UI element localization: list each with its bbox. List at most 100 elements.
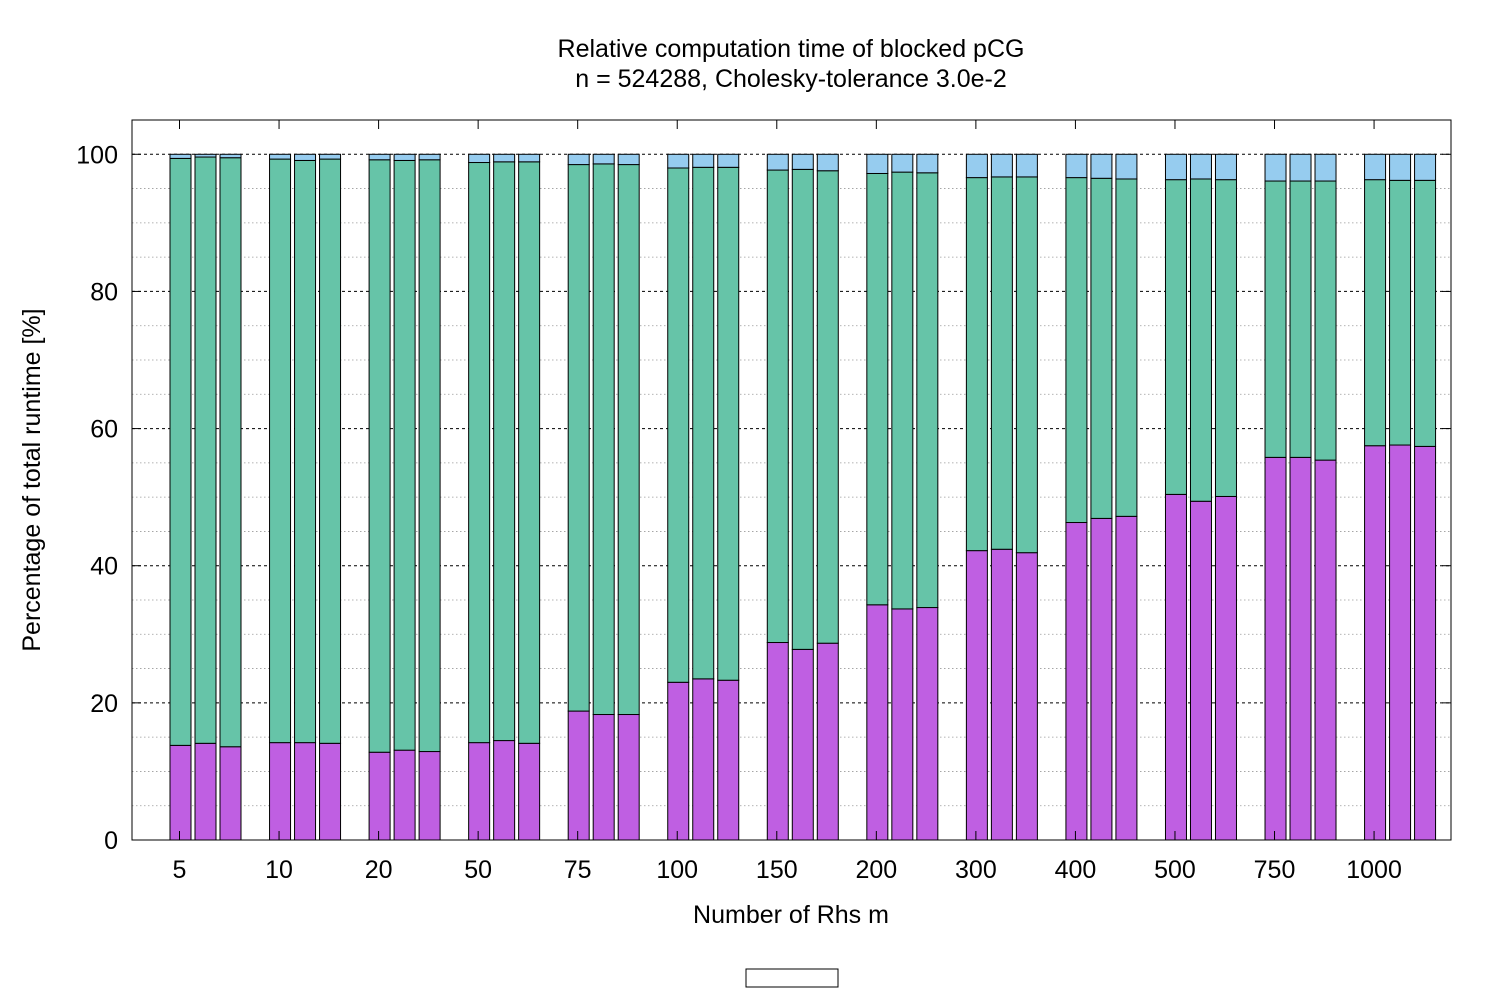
bar-segment-bottom xyxy=(667,681,690,841)
bar-segment-bottom xyxy=(319,742,342,841)
x-tick-label: 300 xyxy=(955,856,997,884)
bar-segment-top xyxy=(169,153,192,159)
bar-segment-top xyxy=(990,153,1013,178)
bar-segment-middle xyxy=(169,157,192,746)
bar-segment-bottom xyxy=(717,679,740,841)
bar-segment-top xyxy=(468,153,491,164)
bar-segment-top xyxy=(1389,153,1412,181)
bar-segment-top xyxy=(1264,153,1287,182)
bar-segment-bottom xyxy=(766,642,789,841)
bar-segment-top xyxy=(319,153,342,160)
x-tick-label: 150 xyxy=(756,856,798,884)
bar-segment-bottom xyxy=(169,744,192,841)
bar-segment-middle xyxy=(567,164,590,712)
bar-segment-bottom xyxy=(219,746,242,841)
bar-segment-top xyxy=(219,153,242,159)
x-tick-label: 400 xyxy=(1055,856,1097,884)
bar-segment-bottom xyxy=(1314,459,1337,841)
bar-segment-top xyxy=(1015,153,1038,178)
bar-segment-middle xyxy=(294,159,317,744)
bar-segment-bottom xyxy=(1189,500,1212,841)
bar-segment-top xyxy=(493,153,516,163)
bar-segment-top xyxy=(518,153,541,163)
bar-segment-top xyxy=(1214,153,1237,181)
bar-segment-bottom xyxy=(891,608,914,841)
bar-segment-top xyxy=(418,153,441,161)
bar-segment-bottom xyxy=(368,751,391,841)
bar-segment-middle xyxy=(1214,179,1237,497)
bar-segment-top xyxy=(667,153,690,169)
bar-segment-middle xyxy=(518,161,541,744)
x-tick-label: 5 xyxy=(173,856,187,884)
bar-segment-bottom xyxy=(1015,552,1038,841)
chart-title: Relative computation time of blocked pCG xyxy=(558,35,1025,63)
bar-segment-bottom xyxy=(493,740,516,841)
bar-segment-middle xyxy=(791,168,814,650)
bar-segment-top xyxy=(368,153,391,161)
bar-segment-bottom xyxy=(1414,445,1437,841)
bar-segment-middle xyxy=(692,166,715,680)
bar-segment-top xyxy=(393,153,416,161)
bar-segment-bottom xyxy=(567,710,590,841)
bar-segment-bottom xyxy=(518,742,541,841)
bar-segment-bottom xyxy=(1065,522,1088,841)
bar-segment-top xyxy=(816,153,839,172)
bar-segment-top xyxy=(1414,153,1437,181)
y-tick-label: 60 xyxy=(90,416,118,444)
x-tick-label: 750 xyxy=(1254,856,1296,884)
bar-segment-middle xyxy=(766,169,789,644)
bar-segment-bottom xyxy=(990,548,1013,841)
bar-segment-bottom xyxy=(1214,495,1237,841)
bar-segment-top xyxy=(294,153,317,161)
bar-segment-top xyxy=(1164,153,1187,181)
bar-segment-middle xyxy=(393,159,416,751)
bar-segment-bottom xyxy=(592,714,615,841)
bar-segment-top xyxy=(766,153,789,171)
y-tick-label: 20 xyxy=(90,690,118,718)
bar-segment-bottom xyxy=(965,550,988,841)
bar-segment-middle xyxy=(319,158,342,744)
bar-segment-middle xyxy=(866,172,889,606)
bar-segment-middle xyxy=(1090,177,1113,519)
bar-segment-top xyxy=(891,153,914,173)
bar-segment-middle xyxy=(1015,176,1038,554)
bar-segment-bottom xyxy=(269,742,292,841)
bar-segment-middle xyxy=(194,156,217,744)
bar-segment-bottom xyxy=(294,742,317,841)
legend-box xyxy=(745,968,839,988)
bar-segment-bottom xyxy=(1115,515,1138,841)
bar-segment-middle xyxy=(1389,179,1412,446)
bar-segment-middle xyxy=(1289,180,1312,458)
bar-segment-top xyxy=(1115,153,1138,180)
bar-segment-middle xyxy=(1115,178,1138,517)
bar-segment-middle xyxy=(1364,179,1387,447)
bar-segment-top xyxy=(1364,153,1387,181)
bar-segment-top xyxy=(1189,153,1212,180)
bar-segment-bottom xyxy=(1264,456,1287,841)
bar-segment-top xyxy=(866,153,889,174)
bar-segment-middle xyxy=(717,166,740,681)
bar-segment-middle xyxy=(1189,178,1212,502)
bar-segment-middle xyxy=(1414,179,1437,447)
bar-segment-middle xyxy=(990,176,1013,550)
bar-segment-top xyxy=(592,153,615,165)
x-tick-label: 20 xyxy=(365,856,393,884)
bar-segment-bottom xyxy=(468,742,491,841)
y-tick-label: 100 xyxy=(76,141,118,169)
bar-segment-bottom xyxy=(418,751,441,841)
bar-segment-bottom xyxy=(1364,445,1387,841)
bar-segment-bottom xyxy=(617,714,640,841)
bar-segment-middle xyxy=(368,159,391,753)
bar-segment-top xyxy=(916,153,939,174)
bar-segment-middle xyxy=(816,170,839,644)
bar-segment-middle xyxy=(1264,180,1287,458)
bar-segment-middle xyxy=(468,162,491,744)
bar-segment-top xyxy=(194,153,217,158)
bar-segment-middle xyxy=(965,177,988,552)
bar-segment-bottom xyxy=(393,749,416,841)
y-tick-label: 40 xyxy=(90,553,118,581)
y-axis-label: Percentage of total runtime [%] xyxy=(18,308,46,651)
bar-segment-top xyxy=(1289,153,1312,182)
bar-segment-middle xyxy=(1314,180,1337,461)
